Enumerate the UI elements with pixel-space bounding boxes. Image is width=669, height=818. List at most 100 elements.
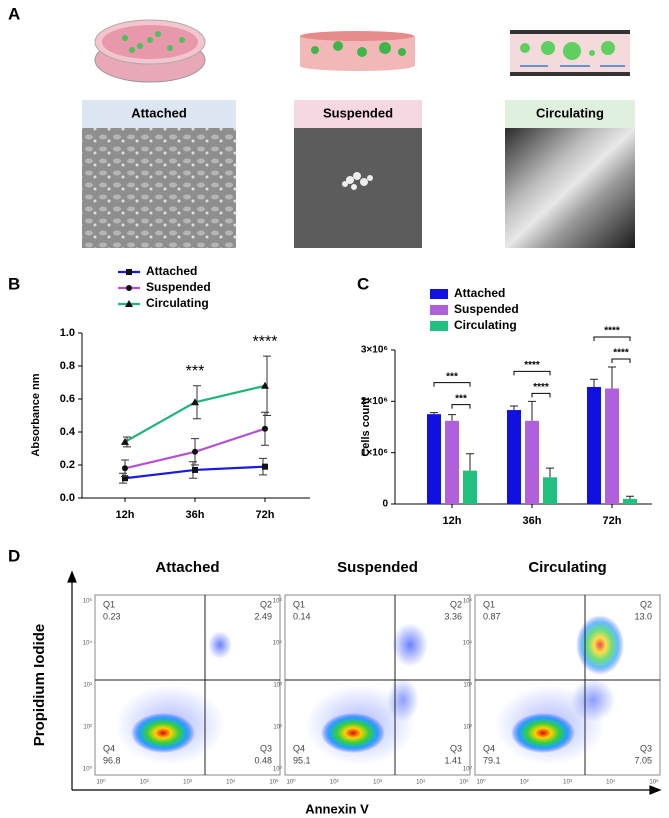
density <box>321 713 385 753</box>
x-tick-label: 10⁰ <box>96 779 106 786</box>
x-tick-label: 72h <box>256 509 275 521</box>
label-box <box>82 100 236 128</box>
quadrant-name: Q3 <box>260 743 272 753</box>
density <box>208 631 232 659</box>
quadrant-name: Q2 <box>640 599 652 609</box>
significance-bracket <box>611 358 631 363</box>
quadrant-name: Q3 <box>640 743 652 753</box>
marker <box>126 285 132 291</box>
quadrant-value: 79.1 <box>483 755 501 765</box>
quadrant-value: 1.41 <box>444 755 462 765</box>
x-tick-label: 10⁶ <box>459 779 469 786</box>
density <box>387 678 419 722</box>
marker <box>262 425 268 432</box>
y-tick-label: 10⁶ <box>83 598 93 605</box>
quadrant-name: Q4 <box>103 743 115 753</box>
bar <box>587 386 601 504</box>
y-axis-label: Cells count <box>360 397 372 457</box>
significance: **** <box>613 348 629 359</box>
error-bar <box>528 400 536 421</box>
legend-label: Suspended <box>454 302 519 316</box>
significance: **** <box>524 360 540 371</box>
error-bar <box>430 412 438 415</box>
significance: *** <box>186 363 205 380</box>
x-tick-label: 36h <box>186 509 205 521</box>
x-tick-label: 10⁴ <box>606 779 616 786</box>
y-tick-label: 10⁰ <box>273 766 283 773</box>
quadrant-value: 0.87 <box>483 611 501 621</box>
y-tick-label: 10⁴ <box>273 640 283 647</box>
quadrant-value: 2.49 <box>254 611 272 621</box>
panel-label: B <box>8 274 20 293</box>
y-tick-label: 1.0 <box>60 327 75 339</box>
x-tick-label: 10⁰ <box>286 779 296 786</box>
y-tick-label: 0.4 <box>60 426 76 438</box>
y-tick-label: 2×10⁶ <box>361 396 388 407</box>
density <box>511 713 575 753</box>
label-box <box>294 100 422 128</box>
legend-label: Suspended <box>146 280 211 294</box>
quadrant-name: Q2 <box>260 599 272 609</box>
x-tick-label: 10⁴ <box>416 779 426 786</box>
density <box>571 678 615 722</box>
legend-swatch <box>430 305 448 315</box>
panel-label: D <box>8 546 20 565</box>
micrograph <box>294 128 422 248</box>
marker <box>192 466 198 473</box>
y-tick-label: 0.0 <box>60 492 75 504</box>
significance-bracket <box>593 336 631 341</box>
y-tick-label: 10² <box>273 725 282 731</box>
y-tick-label: 10³ <box>463 683 472 689</box>
legend-label: Attached <box>146 264 197 278</box>
legend-label: Attached <box>454 286 505 300</box>
y-tick-label: 10² <box>83 725 92 731</box>
condition-label: Circulating <box>536 105 604 120</box>
error-bar <box>626 495 634 499</box>
x-tick-label: 12h <box>443 515 462 527</box>
y-axis-label: Absorbance nm <box>30 373 42 456</box>
y-tick-label: 10⁰ <box>83 766 93 773</box>
bar <box>427 414 441 504</box>
y-tick-label: 10⁰ <box>463 766 473 773</box>
y-tick-label: 0.2 <box>60 459 75 471</box>
density <box>392 623 428 667</box>
axis-arrows <box>67 570 662 795</box>
quadrant-name: Q1 <box>483 599 495 609</box>
panel-title: Circulating <box>528 559 606 576</box>
significance-bracket <box>531 392 551 398</box>
quadrant-value: 7.05 <box>634 755 652 765</box>
bar <box>507 410 521 504</box>
quadrant-value: 3.36 <box>444 611 462 621</box>
label-box <box>505 100 635 128</box>
quadrant-name: Q1 <box>103 599 115 609</box>
y-tick-label: 10³ <box>83 683 92 689</box>
quadrant-name: Q4 <box>293 743 305 753</box>
condition-label: Attached <box>131 105 187 120</box>
x-tick-label: 72h <box>603 515 622 527</box>
x-tick-label: 10² <box>520 780 529 786</box>
density <box>576 615 624 675</box>
significance-bracket <box>433 382 471 387</box>
panel-label: C <box>357 274 369 293</box>
significance: **** <box>604 326 620 337</box>
marker <box>125 300 133 307</box>
quadrant-value: 95.1 <box>293 755 311 765</box>
quadrant-value: 96.8 <box>103 755 121 765</box>
y-tick-label: 10² <box>463 725 472 731</box>
marker <box>122 465 128 472</box>
significance-bracket <box>451 404 471 409</box>
significance-bracket <box>513 370 551 376</box>
y-tick-label: 0.6 <box>60 393 75 405</box>
bar <box>543 477 557 504</box>
x-tick-label: 36h <box>523 515 542 527</box>
bar <box>525 420 539 504</box>
panel-title: Suspended <box>337 559 418 576</box>
quadrant-name: Q4 <box>483 743 495 753</box>
error-bar <box>510 405 518 411</box>
density <box>131 713 195 753</box>
marker <box>122 475 128 482</box>
marker <box>262 463 268 470</box>
significance: *** <box>446 371 458 382</box>
micrograph <box>505 128 635 248</box>
